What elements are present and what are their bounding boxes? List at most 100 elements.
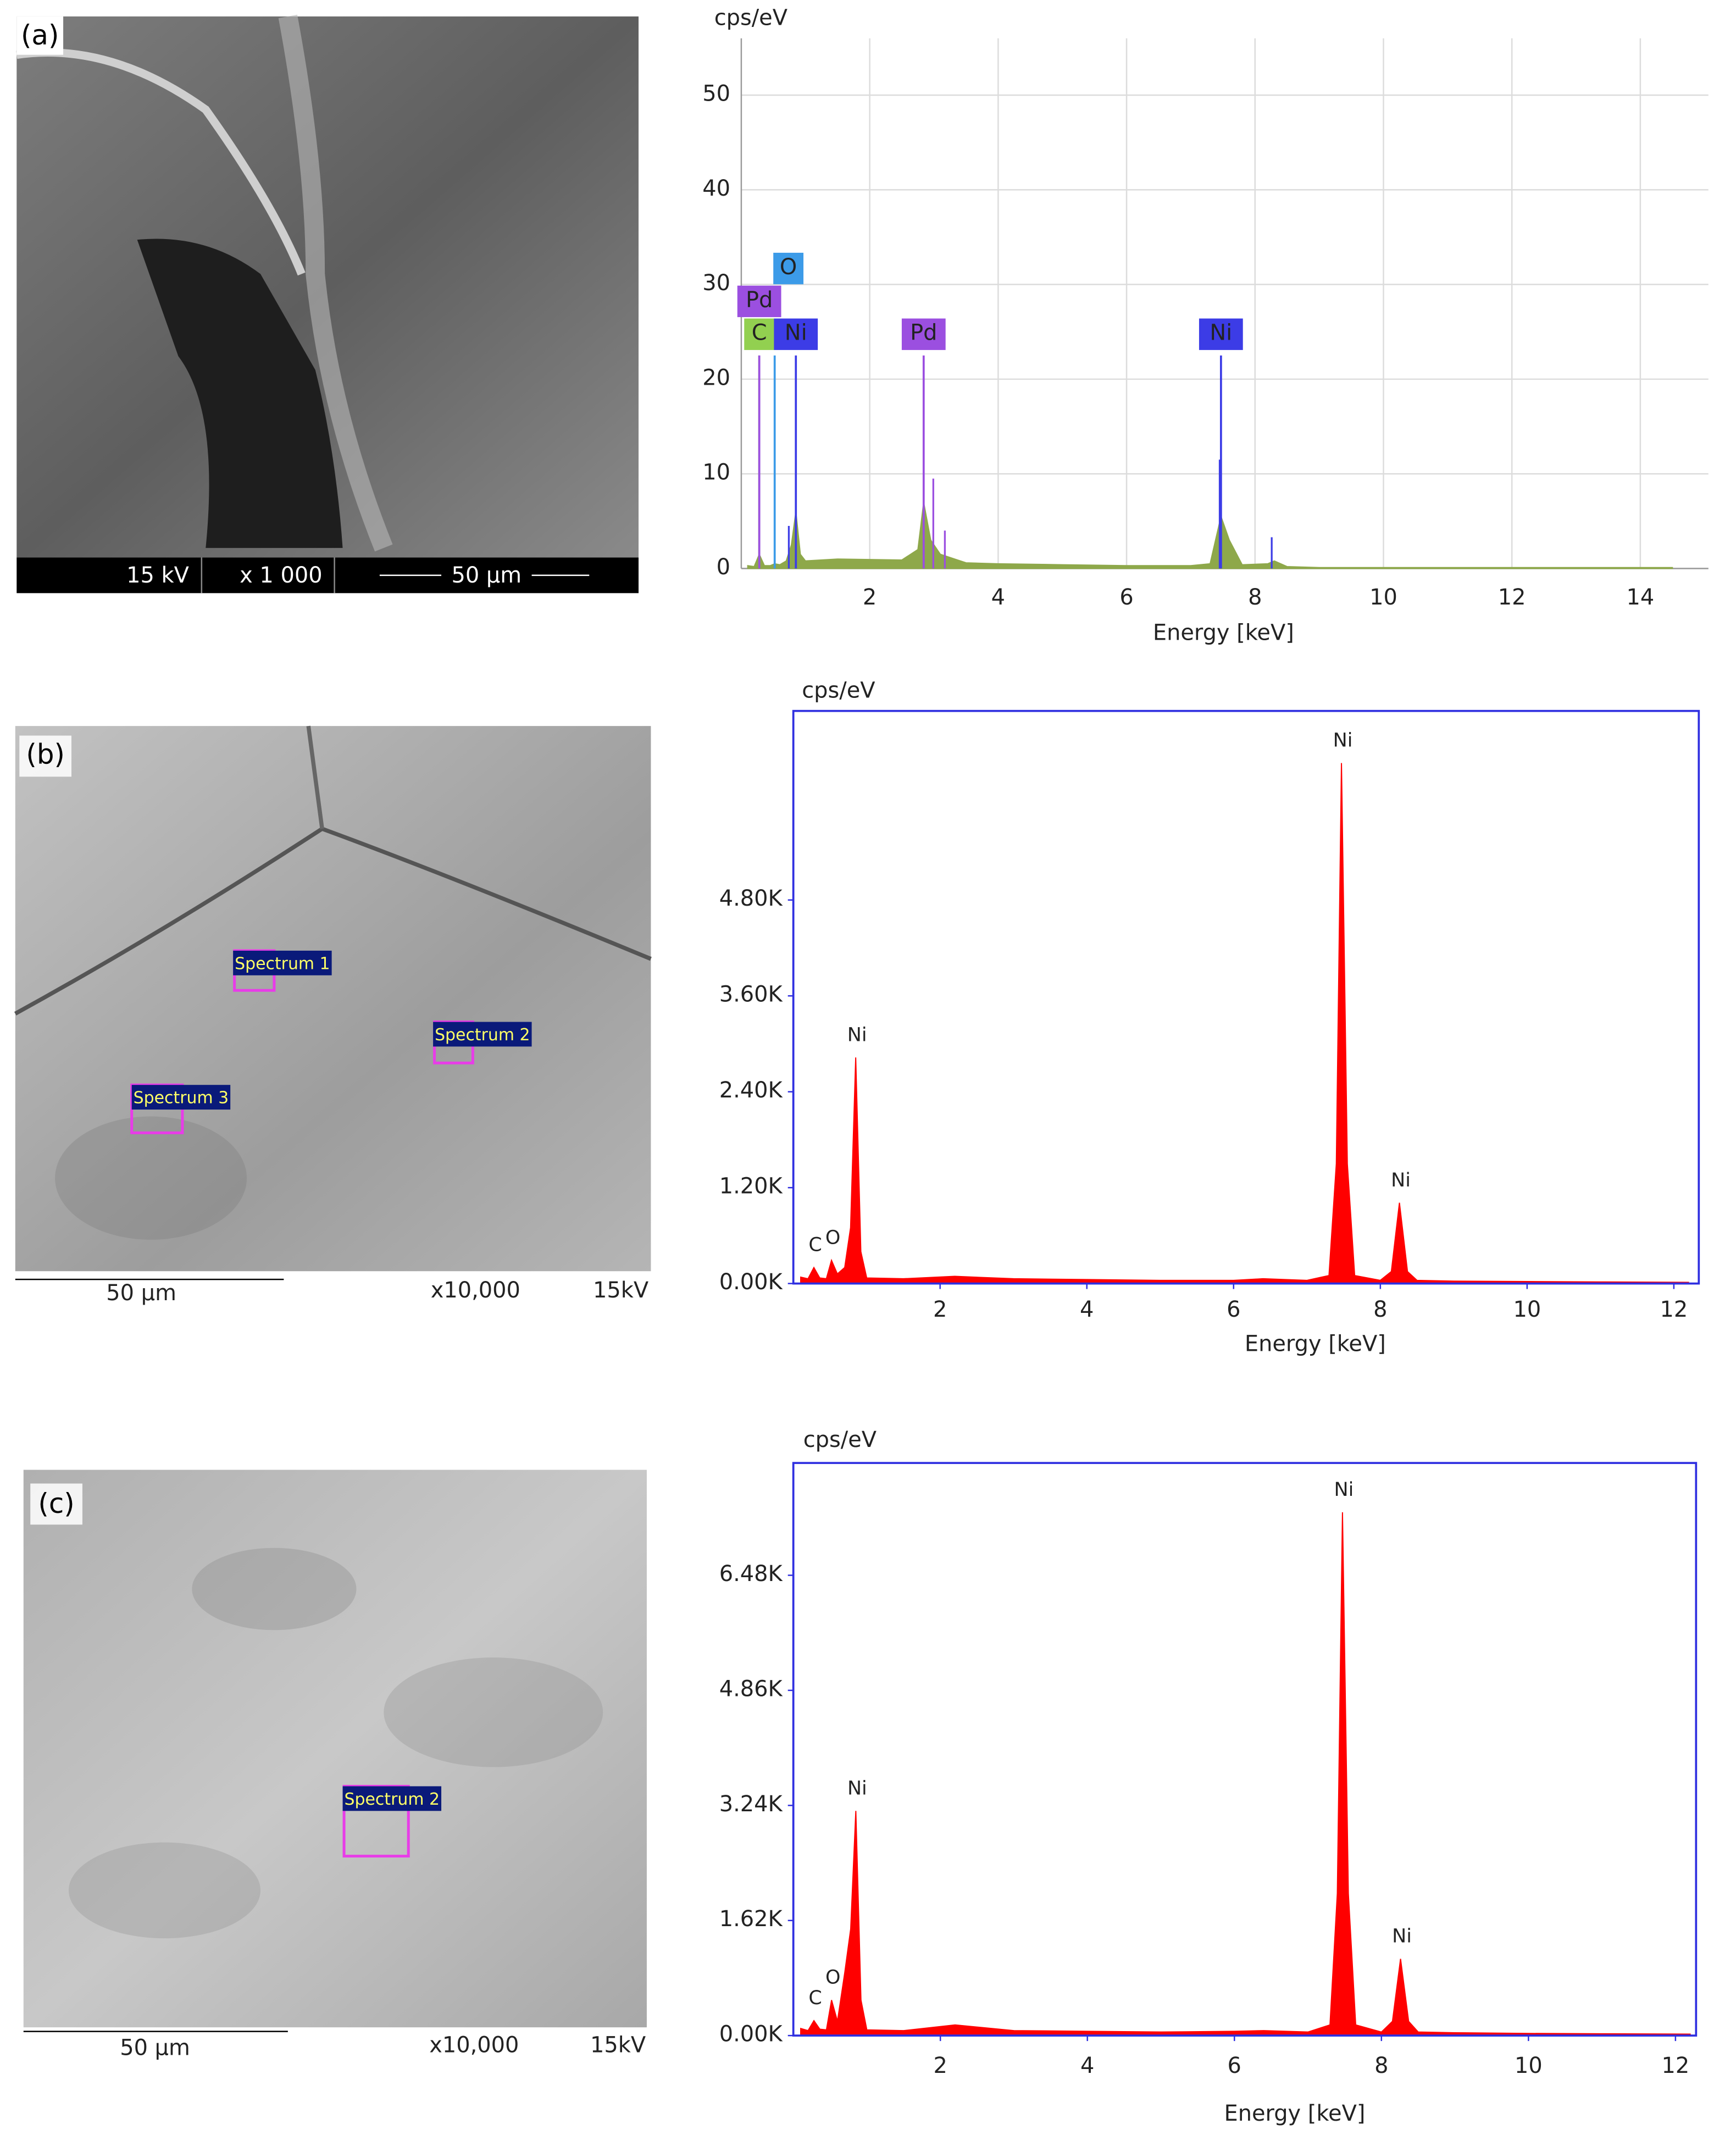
y-tick-label: 50 (702, 81, 730, 107)
panel-label-box (19, 735, 72, 777)
dark-cavity (137, 239, 343, 548)
x-tick-label: 10 (1515, 2053, 1543, 2078)
x-tick-label: 12 (1660, 1297, 1688, 1322)
y-tick-label: 20 (702, 365, 730, 390)
peak-label: Ni (1333, 730, 1353, 752)
scale-label: 50 µm (106, 1280, 176, 1306)
region-tag (131, 1085, 231, 1110)
peak-label: O (825, 1967, 840, 1989)
voltage: 15kV (590, 2033, 646, 2058)
y-tick-label: 1.62K (719, 1906, 783, 1932)
y-tick-label: 3.60K (719, 982, 783, 1007)
spectrum (800, 763, 1689, 1284)
magnification: x 1 000 (240, 563, 322, 588)
peak-label: C (808, 1987, 822, 2009)
peak-label: C (808, 1234, 822, 1256)
grain-boundary (306, 725, 324, 829)
y-tick-label: 4.80K (719, 886, 783, 911)
panel-label: (a) (21, 19, 59, 51)
y-axis-title: cps/eV (803, 1427, 877, 1452)
y-tick-label: 10 (702, 460, 730, 485)
x-tick-label: 12 (1498, 585, 1526, 610)
grain-boundary (14, 826, 652, 1016)
region-label: Spectrum 2 (435, 1025, 530, 1045)
x-tick-label: 2 (933, 1297, 947, 1322)
peak-label: Ni (847, 1024, 867, 1046)
peak-label: Ni (1391, 1169, 1411, 1191)
panel-label-box (16, 16, 64, 55)
x-tick-label: 4 (1080, 1297, 1094, 1322)
spectrum (800, 1512, 1691, 2037)
x-tick-label: 14 (1627, 585, 1655, 610)
scale-label: 50 µm (451, 563, 522, 588)
x-axis-title: Energy [keV] (1245, 1331, 1386, 1356)
scale-bg (441, 561, 532, 589)
magnification: x10,000 (429, 2033, 519, 2058)
region-tag (233, 950, 332, 975)
x-tick-label: 6 (1119, 585, 1133, 610)
panel-label: (c) (38, 1488, 74, 1519)
x-axis-title: Energy [keV] (1224, 2101, 1366, 2126)
element-label: Ni (1210, 320, 1232, 346)
peak-label: Ni (1392, 1926, 1412, 1948)
x-tick-label: 2 (933, 2053, 947, 2078)
element-box (1199, 318, 1243, 350)
x-tick-label: 4 (1080, 2053, 1094, 2078)
y-tick-label: 40 (702, 176, 730, 201)
texture (192, 1548, 357, 1630)
panel-label-box (30, 1483, 82, 1525)
y-tick-label: 2.40K (719, 1078, 783, 1103)
y-tick-label: 0.00K (719, 2022, 783, 2047)
element-label: Pd (746, 287, 773, 313)
x-tick-label: 6 (1227, 1297, 1240, 1322)
y-axis-title: cps/eV (802, 678, 875, 703)
y-tick-label: 30 (702, 270, 730, 296)
plot-frame (792, 709, 1700, 1285)
y-tick-label: 3.24K (719, 1792, 783, 1817)
region-label: Spectrum 2 (345, 1790, 440, 1809)
element-box (773, 252, 804, 285)
y-tick-label: 4.86K (719, 1676, 783, 1701)
spectrum (747, 502, 1673, 569)
element-box (774, 318, 818, 350)
element-box (737, 285, 781, 318)
x-axis-title: Energy [keV] (1153, 620, 1294, 646)
y-tick-label: 0.00K (719, 1269, 783, 1295)
x-tick-label: 2 (863, 585, 877, 610)
y-tick-label: 0 (717, 554, 730, 580)
y-tick-label: 6.48K (719, 1561, 783, 1587)
sem-image-a: (a) 15 kV x 1 000 50 µm (16, 14, 639, 594)
y-axis-title: cps/eV (714, 5, 787, 30)
panel-label: (b) (26, 738, 65, 770)
magnification: x10,000 (431, 1278, 520, 1303)
element-label: Pd (910, 320, 937, 346)
sem-image-b: (b) Spectrum 1 Spectrum 2 Spectrum 3 50 … (14, 725, 652, 1306)
x-tick-label: 10 (1369, 585, 1397, 610)
texture (69, 1842, 260, 1939)
x-tick-label: 8 (1248, 585, 1262, 610)
x-tick-label: 8 (1373, 1297, 1387, 1322)
element-label: Ni (785, 320, 807, 346)
region-label: Spectrum 1 (235, 954, 330, 973)
shade (55, 1116, 247, 1240)
texture (384, 1657, 603, 1767)
sem-image-c: (c) Spectrum 2 50 µm x10,000 15kV (23, 1469, 647, 2061)
x-tick-label: 6 (1228, 2053, 1241, 2078)
region-tag (433, 1022, 532, 1047)
ridge (16, 48, 306, 276)
micrograph (23, 1469, 647, 2028)
peak-label: Ni (1334, 1479, 1354, 1501)
plot-frame (792, 1462, 1698, 2037)
voltage: 15 kV (126, 563, 189, 588)
peak-label: O (825, 1227, 840, 1249)
region-tag (342, 1786, 442, 1811)
x-tick-label: 4 (991, 585, 1005, 610)
scale-label: 50 µm (120, 2035, 190, 2061)
voltage: 15kV (593, 1278, 648, 1303)
peak-label: Ni (847, 1777, 867, 1799)
ridge (278, 14, 393, 552)
x-tick-label: 8 (1374, 2053, 1388, 2078)
x-tick-label: 12 (1661, 2053, 1689, 2078)
element-label: C (752, 320, 767, 346)
